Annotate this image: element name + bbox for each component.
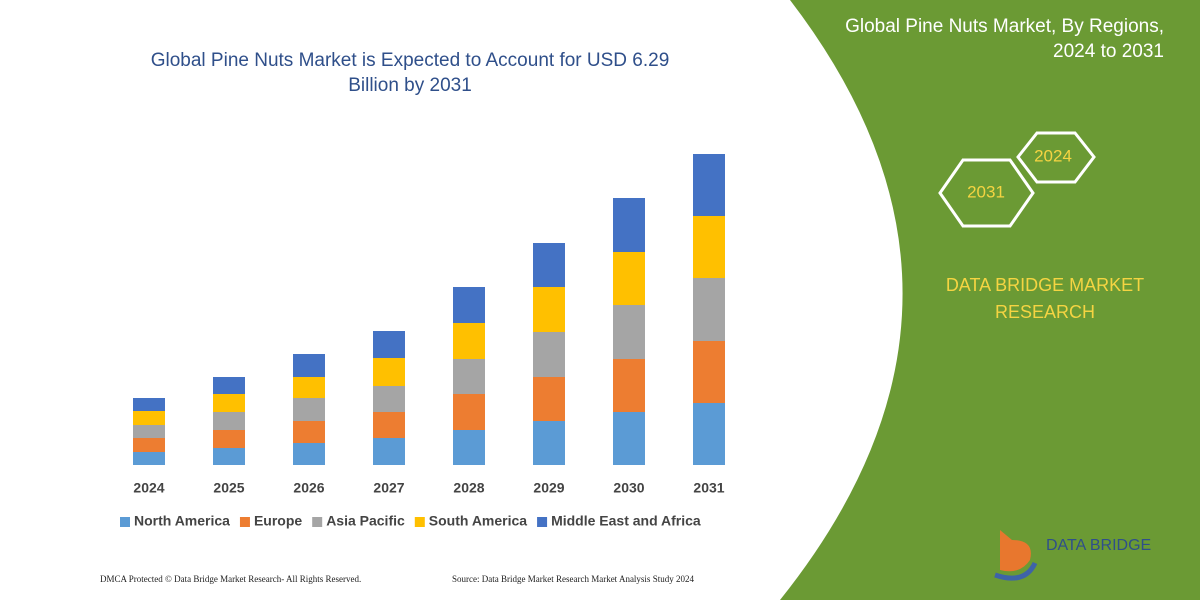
footer-text: Source: Data Bridge Market Research Mark… <box>452 574 694 584</box>
x-tick-label: 2024 <box>133 480 164 496</box>
bar-segment <box>213 430 245 448</box>
legend-label: North America <box>134 513 230 529</box>
x-tick-label: 2027 <box>373 480 404 496</box>
bar-segment <box>373 412 405 438</box>
bar-segment <box>293 354 325 377</box>
legend-label: South America <box>429 513 527 529</box>
bar-segment <box>133 398 165 411</box>
bar-segment <box>453 287 485 323</box>
logo-text: DATA BRIDGE <box>1046 537 1151 554</box>
x-tick-label: 2026 <box>293 480 324 496</box>
badge: 2024 <box>1034 146 1072 165</box>
bar-segment <box>213 377 245 394</box>
bar-segment <box>213 412 245 430</box>
logo-icon <box>994 561 1038 581</box>
bar-segment <box>693 403 725 465</box>
hexagon <box>938 158 1035 228</box>
bar-segment <box>133 452 165 465</box>
bar-segment <box>373 358 405 386</box>
x-tick-label: 2025 <box>213 480 244 496</box>
bar-segment <box>453 359 485 394</box>
legend-swatch <box>414 517 425 527</box>
hexagon <box>1016 131 1096 184</box>
bar-segment <box>693 154 725 216</box>
bar-segment <box>293 421 325 443</box>
x-tick-label: 2028 <box>453 480 484 496</box>
bar-segment <box>693 341 725 403</box>
bar-segment <box>533 377 565 421</box>
badge: 2031 <box>967 182 1005 201</box>
chart-title: Global Pine Nuts Market is Expected to A… <box>150 50 670 96</box>
bar-segment <box>373 438 405 465</box>
panel-title: Global Pine Nuts Market, By Regions, 202… <box>845 16 1164 62</box>
bar-segment <box>133 411 165 425</box>
bar-segment <box>693 278 725 341</box>
legend-swatch <box>537 517 548 527</box>
x-tick-label: 2030 <box>613 480 644 496</box>
bar-segment <box>693 216 725 278</box>
bar-segment <box>133 438 165 452</box>
legend-label: Europe <box>254 513 302 529</box>
bar-segment <box>533 243 565 287</box>
legend-label: Asia Pacific <box>326 513 405 529</box>
bar-segment <box>613 198 645 252</box>
x-tick-label: 2029 <box>533 480 564 496</box>
bar-segment <box>213 448 245 465</box>
bar-segment <box>133 425 165 438</box>
bar-segment <box>533 332 565 377</box>
footer-text: DMCA Protected © Data Bridge Market Rese… <box>100 574 361 584</box>
brand: DATA BRIDGE MARKET RESEARCH <box>945 275 1145 322</box>
bar-segment <box>373 386 405 412</box>
legend-label: Middle East and Africa <box>551 513 701 529</box>
bar-segment <box>453 394 485 430</box>
legend-swatch <box>120 517 130 527</box>
bar-segment <box>533 287 565 332</box>
bar-segment <box>613 305 645 359</box>
bar-segment <box>533 421 565 465</box>
x-tick-label: 2031 <box>693 480 724 496</box>
legend-swatch <box>239 517 250 527</box>
bar-segment <box>213 394 245 412</box>
legend-swatch <box>312 517 323 527</box>
bar-segment <box>373 331 405 358</box>
bar-segment <box>293 443 325 465</box>
bar-segment <box>613 252 645 305</box>
green-panel <box>780 0 1200 600</box>
bar-segment <box>453 430 485 465</box>
bar-segment <box>613 412 645 465</box>
bar-segment <box>293 377 325 398</box>
bar-segment <box>293 398 325 421</box>
bar-segment <box>453 323 485 359</box>
logo-icon <box>1000 530 1031 572</box>
bar-segment <box>613 359 645 412</box>
